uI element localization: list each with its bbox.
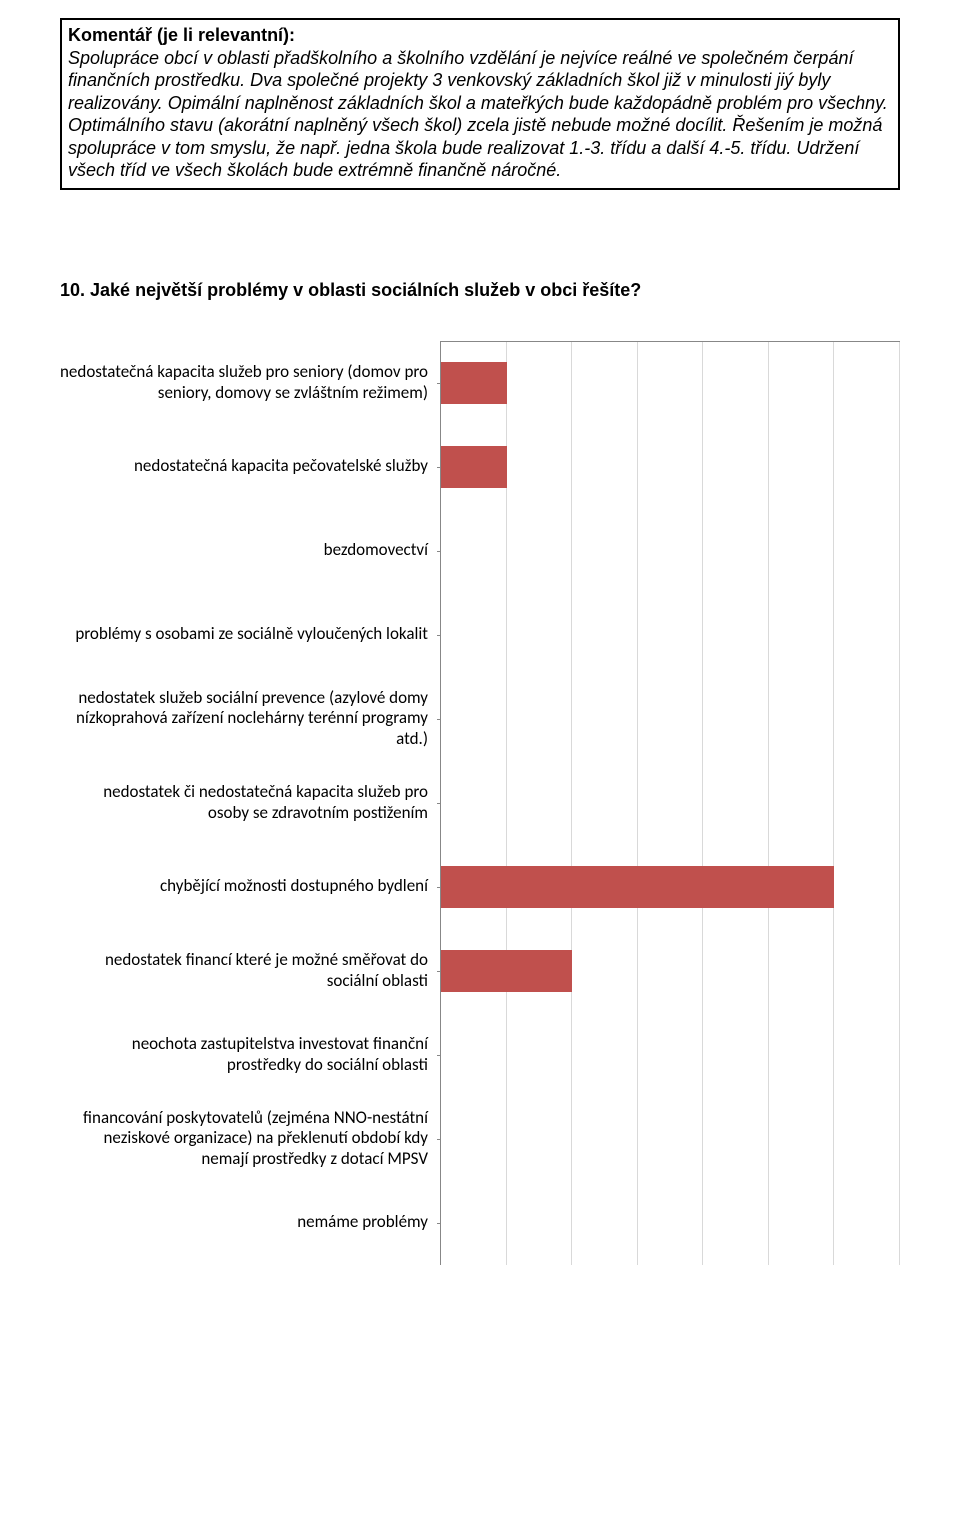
comment-body: Spolupráce obcí v oblasti přadškolního a… [68,47,892,182]
chart-bar-area [440,1013,900,1097]
chart-label: nedostatek či nedostatečná kapacita služ… [60,782,440,823]
chart-bar-area [440,593,900,677]
chart-row: financování poskytovatelů (zejména NNO-n… [60,1097,900,1181]
chart-bar [441,866,834,908]
chart-bar [441,950,572,992]
comment-title: Komentář (je li relevantní): [68,24,892,47]
chart-row: nedostatek služeb sociální prevence (azy… [60,677,900,761]
chart-bar-area [440,845,900,929]
chart-bar-area [440,761,900,845]
chart-row: bezdomovectví [60,509,900,593]
question-heading: 10. Jaké největší problémy v oblasti soc… [60,280,900,301]
chart-bar-area [440,1097,900,1181]
chart-bar [441,446,507,488]
chart-label: chybějící možnosti dostupného bydlení [60,876,440,896]
chart-bar-area [440,425,900,509]
chart-label: problémy s osobami ze sociálně vyloučený… [60,624,440,644]
social-services-chart: nedostatečná kapacita služeb pro seniory… [60,341,900,1265]
chart-label: financování poskytovatelů (zejména NNO-n… [60,1108,440,1169]
chart-label: nedostatek služeb sociální prevence (azy… [60,688,440,749]
chart-bar [441,362,507,404]
chart-row: nemáme problémy [60,1181,900,1265]
chart-bar-area [440,929,900,1013]
chart-label: nedostatek financí které je možné směřov… [60,950,440,991]
chart-row: nedostatečná kapacita služeb pro seniory… [60,341,900,425]
chart-label: neochota zastupitelstva investovat finan… [60,1034,440,1075]
comment-box: Komentář (je li relevantní): Spolupráce … [60,18,900,190]
chart-bar-area [440,509,900,593]
chart-row: chybějící možnosti dostupného bydlení [60,845,900,929]
chart-label: bezdomovectví [60,540,440,560]
chart-row: nedostatečná kapacita pečovatelské služb… [60,425,900,509]
chart-row: nedostatek financí které je možné směřov… [60,929,900,1013]
chart-label: nemáme problémy [60,1212,440,1232]
chart-bar-area [440,677,900,761]
chart-label: nedostatečná kapacita pečovatelské služb… [60,456,440,476]
chart-row: problémy s osobami ze sociálně vyloučený… [60,593,900,677]
chart-bar-area [440,1181,900,1265]
chart-row: nedostatek či nedostatečná kapacita služ… [60,761,900,845]
chart-label: nedostatečná kapacita služeb pro seniory… [60,362,440,403]
chart-bar-area [440,341,900,425]
chart-row: neochota zastupitelstva investovat finan… [60,1013,900,1097]
